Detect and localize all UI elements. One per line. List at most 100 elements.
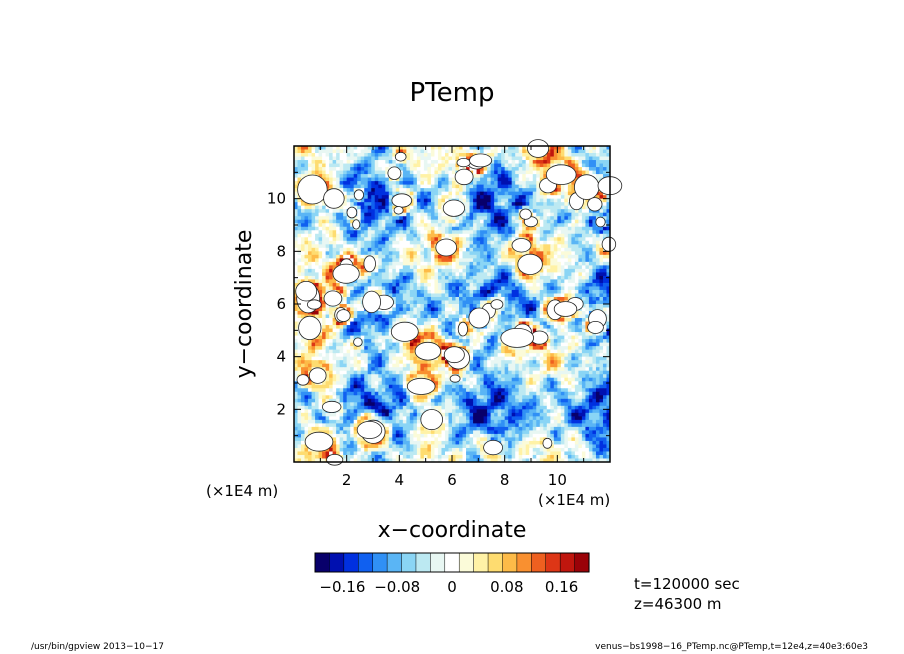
field-cell [466, 335, 470, 340]
field-cell [595, 251, 600, 256]
field-cell [378, 240, 383, 245]
field-cell [357, 328, 362, 333]
field-cell [494, 216, 499, 221]
field-cell [511, 181, 516, 186]
field-cell [399, 170, 404, 175]
field-cell [308, 251, 312, 256]
field-cell [297, 163, 302, 168]
field-cell [346, 167, 351, 171]
field-cell [406, 286, 411, 291]
field-cell [336, 160, 341, 164]
field-cell [539, 209, 544, 214]
field-cell [518, 279, 523, 284]
field-cell [490, 261, 495, 266]
field-cell [487, 300, 492, 305]
field-cell [381, 328, 386, 333]
field-cell [413, 275, 418, 280]
field-cell [539, 174, 544, 178]
field-cell [409, 191, 414, 196]
field-cell [585, 240, 590, 245]
field-cell [508, 146, 513, 150]
field-cell [392, 205, 397, 210]
field-cell [318, 153, 323, 157]
field-cell [588, 212, 593, 217]
field-cell [504, 146, 509, 150]
field-cell [374, 268, 379, 273]
field-cell [543, 286, 548, 291]
field-cell [476, 240, 481, 245]
field-cell [301, 209, 305, 214]
field-cell [311, 212, 316, 217]
field-cell [473, 272, 477, 277]
field-cell [308, 230, 312, 235]
field-cell [536, 202, 541, 207]
field-cell [487, 202, 492, 207]
field-cell [385, 251, 390, 256]
field-cell [602, 265, 607, 270]
field-cell [388, 223, 393, 228]
field-cell [301, 219, 305, 224]
field-cell [437, 156, 442, 161]
field-cell [476, 223, 481, 228]
field-cell [564, 244, 569, 249]
field-cell [367, 230, 372, 235]
field-cell [325, 233, 330, 238]
field-cell [329, 247, 334, 252]
field-cell [322, 261, 326, 266]
field-cell [339, 300, 344, 305]
field-cell [595, 286, 600, 291]
field-cell [550, 258, 555, 263]
field-cell [385, 188, 390, 193]
field-cell [553, 230, 558, 235]
field-cell [325, 184, 330, 189]
field-cell [301, 163, 305, 168]
field-cell [564, 212, 569, 217]
field-cell [350, 289, 355, 294]
field-cell [367, 167, 372, 171]
field-cell [434, 233, 439, 238]
field-cell [416, 265, 421, 270]
field-cell [360, 167, 365, 171]
field-cell [315, 282, 319, 287]
field-cell [494, 174, 499, 178]
field-cell [311, 163, 316, 168]
field-cell [487, 296, 492, 301]
field-cell [409, 195, 414, 200]
field-cell [294, 244, 298, 249]
field-cell [301, 261, 305, 266]
field-cell [462, 311, 467, 315]
field-cell [444, 279, 449, 284]
field-cell [378, 244, 383, 249]
field-cell [343, 195, 348, 200]
field-cell [595, 149, 600, 154]
field-cell [532, 286, 537, 291]
field-cell [388, 237, 393, 242]
field-cell [536, 174, 541, 178]
field-cell [588, 223, 593, 228]
field-cell [564, 258, 569, 263]
field-cell [437, 318, 442, 322]
field-cell [595, 156, 600, 161]
field-cell [388, 163, 393, 168]
field-cell [508, 307, 513, 312]
field-cell [455, 219, 460, 224]
field-cell [374, 216, 379, 221]
field-cell [567, 195, 572, 200]
field-cell [522, 251, 527, 256]
field-cell [466, 205, 470, 210]
field-cell [427, 300, 432, 305]
field-cell [416, 177, 421, 182]
field-cell [574, 146, 579, 150]
field-cell [567, 254, 572, 259]
field-cell [455, 223, 460, 228]
field-cell [494, 289, 499, 294]
field-cell [353, 307, 358, 312]
field-cell [374, 254, 379, 259]
field-cell [399, 307, 404, 312]
field-cell [529, 325, 534, 329]
field-cell [420, 226, 425, 231]
field-cell [553, 216, 558, 221]
field-cell [395, 279, 400, 284]
field-cell [416, 191, 421, 196]
field-cell [385, 279, 390, 284]
